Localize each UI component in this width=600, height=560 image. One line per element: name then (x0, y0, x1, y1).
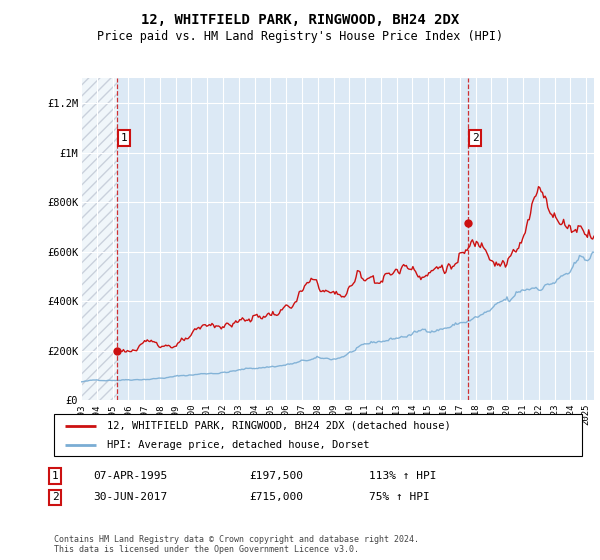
Text: Contains HM Land Registry data © Crown copyright and database right 2024.
This d: Contains HM Land Registry data © Crown c… (54, 535, 419, 554)
Text: £715,000: £715,000 (249, 492, 303, 502)
Text: 2: 2 (472, 133, 478, 143)
Text: 12, WHITFIELD PARK, RINGWOOD, BH24 2DX (detached house): 12, WHITFIELD PARK, RINGWOOD, BH24 2DX (… (107, 421, 451, 431)
Text: £197,500: £197,500 (249, 471, 303, 481)
Text: HPI: Average price, detached house, Dorset: HPI: Average price, detached house, Dors… (107, 440, 370, 450)
Text: Price paid vs. HM Land Registry's House Price Index (HPI): Price paid vs. HM Land Registry's House … (97, 30, 503, 43)
Text: 113% ↑ HPI: 113% ↑ HPI (369, 471, 437, 481)
Text: 30-JUN-2017: 30-JUN-2017 (93, 492, 167, 502)
Text: 75% ↑ HPI: 75% ↑ HPI (369, 492, 430, 502)
Text: 12, WHITFIELD PARK, RINGWOOD, BH24 2DX: 12, WHITFIELD PARK, RINGWOOD, BH24 2DX (141, 13, 459, 27)
Text: 07-APR-1995: 07-APR-1995 (93, 471, 167, 481)
Text: 1: 1 (121, 133, 128, 143)
Bar (81, 78, 117, 400)
Text: 2: 2 (52, 492, 59, 502)
Text: 1: 1 (52, 471, 59, 481)
